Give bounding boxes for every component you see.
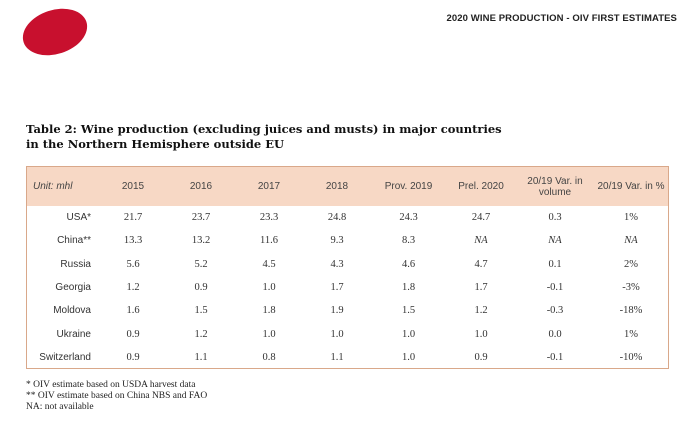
value-cell: 24.3 (399, 212, 418, 224)
col-header-var-percent: 20/19 Var. in % (597, 181, 665, 192)
value-cell: 0.8 (262, 351, 276, 363)
value-cell: NA (624, 235, 638, 247)
value-cell: NA (474, 235, 488, 247)
value-cell: 1.5 (401, 305, 416, 317)
value-cell: 1.2 (126, 282, 140, 294)
wine-production-table: Unit: mhl 2015 2016 2017 2018 Prov. 2019… (26, 166, 669, 369)
value-cell: 0.1 (548, 258, 562, 270)
value-cell: 24.8 (327, 212, 347, 224)
value-cell: 21.7 (123, 212, 143, 224)
col-header-2018: 2018 (325, 181, 349, 192)
value-cell: 0.9 (194, 282, 208, 294)
country-cell: China** (57, 235, 91, 247)
footnote-usa: * OIV estimate based on USDA harvest dat… (26, 380, 196, 390)
table-row: China** 13.3 13.2 11.6 9.3 8.3 NA NA NA (27, 229, 668, 252)
value-cell: 1% (624, 328, 638, 340)
value-cell: 4.7 (474, 258, 488, 270)
country-cell: Moldova (53, 305, 91, 317)
value-cell: 1.0 (262, 328, 276, 340)
value-cell: 5.6 (126, 258, 140, 270)
table-title-line-2: in the Northern Hemisphere outside EU (26, 137, 285, 151)
value-cell: 0.9 (126, 328, 140, 340)
footnotes: * OIV estimate based on USDA harvest dat… (26, 380, 207, 413)
value-cell: NA (548, 235, 562, 247)
country-cell: USA* (66, 212, 91, 224)
table-row: USA* 21.7 23.7 23.3 24.8 24.3 24.7 0.3 1% (27, 206, 668, 229)
value-cell: 0.9 (474, 351, 488, 363)
value-cell: 24.7 (471, 212, 491, 224)
footnote-na: NA: not available (26, 402, 94, 412)
table-row: Ukraine 0.9 1.2 1.0 1.0 1.0 1.0 0.0 1% (27, 322, 668, 345)
value-cell: 1.0 (401, 328, 416, 340)
oiv-logo (16, 0, 94, 64)
value-cell: 1.7 (474, 282, 488, 294)
value-cell: 1.6 (126, 305, 140, 317)
country-cell: Switzerland (39, 351, 91, 363)
value-cell: 0.9 (126, 351, 140, 363)
value-cell: 1.8 (262, 305, 276, 317)
value-cell: 1.8 (401, 282, 416, 294)
col-header-2015: 2015 (121, 181, 145, 192)
value-cell: -0.1 (546, 351, 564, 363)
value-cell: -10% (619, 351, 643, 363)
value-cell: -18% (619, 305, 643, 317)
value-cell: 8.3 (401, 235, 416, 247)
value-cell: 23.3 (259, 212, 279, 224)
value-cell: 1.5 (194, 305, 208, 317)
col-header-2016: 2016 (189, 181, 213, 192)
value-cell: 9.3 (330, 235, 344, 247)
table-row: Russia 5.6 5.2 4.5 4.3 4.6 4.7 0.1 2% (27, 253, 668, 276)
table-row: Switzerland 0.9 1.1 0.8 1.1 1.0 0.9 -0.1 -10% (27, 346, 668, 369)
page-header: 2020 WINE PRODUCTION - OIV FIRST ESTIMAT… (446, 13, 677, 24)
value-cell: -3% (622, 282, 640, 294)
value-cell: 4.6 (401, 258, 416, 270)
value-cell: 1.0 (330, 328, 344, 340)
value-cell: 0.0 (548, 328, 562, 340)
value-cell: 4.3 (330, 258, 344, 270)
table-title-line-1: Table 2: Wine production (excluding juic… (26, 122, 502, 136)
table-header-row: Unit: mhl 2015 2016 2017 2018 Prov. 2019… (27, 167, 668, 206)
value-cell: 2% (624, 258, 638, 270)
value-cell: 1.1 (194, 351, 208, 363)
value-cell: -0.1 (546, 282, 564, 294)
value-cell: 23.7 (191, 212, 211, 224)
value-cell: 1.7 (330, 282, 344, 294)
country-cell: Georgia (55, 282, 91, 294)
value-cell: 1.0 (474, 328, 488, 340)
col-header-var-volume: 20/19 Var. in volume (527, 175, 583, 198)
value-cell: 1.1 (330, 351, 344, 363)
value-cell: 1.0 (262, 282, 276, 294)
table-row: Moldova 1.6 1.5 1.8 1.9 1.5 1.2 -0.3 -18% (27, 299, 668, 322)
value-cell: 5.2 (194, 258, 208, 270)
value-cell: 1.0 (401, 351, 416, 363)
col-header-2017: 2017 (257, 181, 281, 192)
table-title: Table 2: Wine production (excluding juic… (26, 122, 666, 152)
value-cell: 11.6 (260, 235, 278, 247)
country-cell: Ukraine (56, 328, 91, 340)
col-header-unit: Unit: mhl (33, 181, 73, 192)
value-cell: 1.2 (474, 305, 488, 317)
value-cell: -0.3 (546, 305, 564, 317)
country-cell: Russia (60, 258, 91, 270)
value-cell: 13.2 (191, 235, 211, 247)
value-cell: 1% (624, 212, 638, 224)
value-cell: 1.2 (194, 328, 208, 340)
footnote-china: ** OIV estimate based on China NBS and F… (26, 391, 208, 401)
col-header-prov-2019: Prov. 2019 (384, 181, 433, 192)
value-cell: 1.9 (330, 305, 344, 317)
value-cell: 4.5 (262, 258, 276, 270)
table-row: Georgia 1.2 0.9 1.0 1.7 1.8 1.7 -0.1 -3% (27, 276, 668, 299)
col-header-prel-2020: Prel. 2020 (458, 181, 504, 192)
value-cell: 13.3 (123, 235, 143, 247)
value-cell: 0.3 (548, 212, 562, 224)
